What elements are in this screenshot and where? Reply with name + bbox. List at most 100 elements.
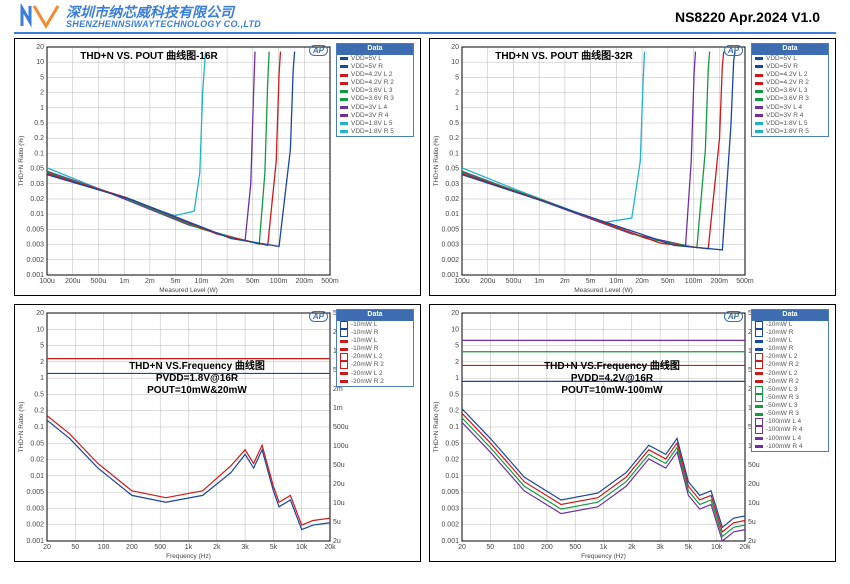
svg-text:0.02: 0.02 <box>445 457 459 464</box>
svg-text:0.05: 0.05 <box>445 440 459 447</box>
svg-text:100u: 100u <box>39 278 55 285</box>
svg-text:0.02: 0.02 <box>30 196 44 203</box>
svg-text:10m: 10m <box>610 278 624 285</box>
svg-text:Frequency (Hz): Frequency (Hz) <box>581 553 626 560</box>
svg-text:0.003: 0.003 <box>441 505 459 512</box>
svg-text:50u: 50u <box>333 462 345 469</box>
svg-text:2u: 2u <box>748 538 756 545</box>
doc-id: NS8220 Apr.2024 V1.0 <box>675 9 820 25</box>
svg-text:1: 1 <box>40 375 44 382</box>
svg-text:0.01: 0.01 <box>445 211 459 218</box>
svg-text:0.002: 0.002 <box>441 522 459 529</box>
svg-text:1k: 1k <box>600 544 608 551</box>
chart-thd-freq-4v2: 20501002005001k2k3k5k10k20k0.0010.0020.0… <box>429 304 836 562</box>
svg-text:0.5: 0.5 <box>449 391 459 398</box>
svg-text:2: 2 <box>455 359 459 366</box>
svg-text:50m: 50m <box>661 278 675 285</box>
svg-text:100m: 100m <box>270 278 288 285</box>
svg-text:0.02: 0.02 <box>445 196 459 203</box>
svg-text:5m: 5m <box>171 278 181 285</box>
svg-text:10u: 10u <box>333 500 345 507</box>
svg-text:0.03: 0.03 <box>445 181 459 188</box>
svg-text:10k: 10k <box>711 544 723 551</box>
svg-text:0.2: 0.2 <box>449 135 459 142</box>
svg-text:5k: 5k <box>270 544 278 551</box>
svg-text:0.5: 0.5 <box>449 120 459 127</box>
svg-text:500u: 500u <box>333 424 349 431</box>
svg-text:50: 50 <box>71 544 79 551</box>
svg-text:0.001: 0.001 <box>441 538 459 545</box>
svg-text:0.002: 0.002 <box>441 257 459 264</box>
svg-text:5u: 5u <box>748 519 756 526</box>
svg-text:0.5: 0.5 <box>34 120 44 127</box>
svg-text:0.005: 0.005 <box>441 226 459 233</box>
svg-text:5: 5 <box>455 343 459 350</box>
svg-text:100u: 100u <box>454 278 470 285</box>
svg-text:THD+N Ratio (%): THD+N Ratio (%) <box>18 402 25 453</box>
svg-text:20: 20 <box>458 544 466 551</box>
svg-text:200u: 200u <box>65 278 81 285</box>
svg-text:2k: 2k <box>628 544 636 551</box>
svg-text:0.05: 0.05 <box>445 166 459 173</box>
svg-text:100: 100 <box>513 544 525 551</box>
svg-text:0.01: 0.01 <box>30 211 44 218</box>
svg-text:Measured Level (W): Measured Level (W) <box>574 287 633 294</box>
svg-text:500u: 500u <box>506 278 522 285</box>
svg-text:5u: 5u <box>333 519 341 526</box>
svg-text:0.001: 0.001 <box>441 272 459 279</box>
header-rule <box>14 32 836 34</box>
svg-text:20u: 20u <box>333 481 345 488</box>
svg-text:20: 20 <box>43 544 51 551</box>
svg-text:10: 10 <box>36 326 44 333</box>
svg-text:Frequency (Hz): Frequency (Hz) <box>166 553 211 560</box>
svg-text:THD+N Ratio (%): THD+N Ratio (%) <box>433 136 440 187</box>
svg-text:0.01: 0.01 <box>30 473 44 480</box>
logo-block: 深圳市纳芯威科技有限公司 SHENZHENNSIWAYTECHNOLOGY CO… <box>20 4 261 30</box>
svg-text:0.2: 0.2 <box>34 408 44 415</box>
svg-text:5: 5 <box>40 343 44 350</box>
svg-text:100u: 100u <box>333 443 349 450</box>
svg-text:20m: 20m <box>220 278 234 285</box>
svg-text:3k: 3k <box>241 544 249 551</box>
svg-text:200m: 200m <box>711 278 729 285</box>
chart-thd-freq-1v8: 20501002005001k2k3k5k10k20k0.0010.0020.0… <box>14 304 421 562</box>
svg-text:THD+N Ratio (%): THD+N Ratio (%) <box>433 402 440 453</box>
svg-text:2u: 2u <box>333 538 341 545</box>
svg-text:2: 2 <box>40 90 44 97</box>
svg-text:200: 200 <box>126 544 138 551</box>
svg-text:0.001: 0.001 <box>26 538 44 545</box>
svg-text:20: 20 <box>451 44 459 51</box>
svg-text:5: 5 <box>40 74 44 81</box>
svg-text:500u: 500u <box>91 278 107 285</box>
svg-text:0.005: 0.005 <box>26 489 44 496</box>
svg-text:5: 5 <box>455 74 459 81</box>
svg-text:3k: 3k <box>656 544 664 551</box>
svg-text:1: 1 <box>455 105 459 112</box>
svg-text:10m: 10m <box>195 278 209 285</box>
svg-text:0.003: 0.003 <box>441 242 459 249</box>
svg-text:0.1: 0.1 <box>449 150 459 157</box>
svg-text:0.002: 0.002 <box>26 257 44 264</box>
svg-text:2m: 2m <box>333 386 343 393</box>
svg-text:100m: 100m <box>685 278 703 285</box>
svg-text:20: 20 <box>36 310 44 317</box>
header: 深圳市纳芯威科技有限公司 SHENZHENNSIWAYTECHNOLOGY CO… <box>0 0 850 32</box>
chart-thd-pout-16r: 100u200u500u1m2m5m10m20m50m100m200m500m0… <box>14 38 421 296</box>
svg-text:0.003: 0.003 <box>26 242 44 249</box>
svg-text:20: 20 <box>36 44 44 51</box>
svg-text:0.003: 0.003 <box>26 505 44 512</box>
svg-text:500: 500 <box>569 544 581 551</box>
company-cn: 深圳市纳芯威科技有限公司 <box>66 5 261 20</box>
svg-text:500m: 500m <box>321 278 339 285</box>
svg-text:10: 10 <box>36 59 44 66</box>
svg-text:0.2: 0.2 <box>34 135 44 142</box>
svg-text:100: 100 <box>98 544 110 551</box>
svg-text:THD+N Ratio (%): THD+N Ratio (%) <box>18 136 25 187</box>
svg-text:20k: 20k <box>324 544 336 551</box>
svg-text:2k: 2k <box>213 544 221 551</box>
svg-text:Measured Level (W): Measured Level (W) <box>159 287 218 294</box>
svg-text:500m: 500m <box>736 278 754 285</box>
svg-text:10u: 10u <box>748 500 760 507</box>
svg-text:2: 2 <box>455 90 459 97</box>
chart-thd-pout-32r: 100u200u500u1m2m5m10m20m50m100m200m500m0… <box>429 38 836 296</box>
